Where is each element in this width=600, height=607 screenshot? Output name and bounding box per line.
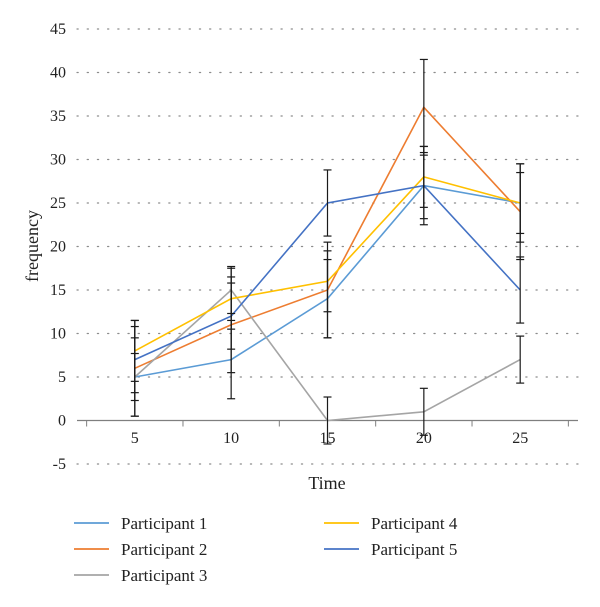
y-tick-label: 40 [50,65,66,82]
y-axis-title: frequency [22,210,42,282]
x-tick-label: 25 [512,430,528,447]
y-tick-label: 45 [50,21,66,38]
legend-label: Participant 3 [121,566,207,585]
legend-label: Participant 2 [121,540,207,559]
legend-label: Participant 5 [371,540,457,559]
y-tick-label: 10 [50,326,66,343]
x-axis-title: Time [308,473,345,493]
x-tick-label: 20 [416,430,432,447]
legend-item: Participant 4 [324,514,458,533]
y-tick-label: -5 [53,456,66,473]
x-tick-label: 5 [131,430,139,447]
legend-item: Participant 2 [74,540,207,559]
legend-label: Participant 1 [121,514,207,533]
y-tick-label: 35 [50,108,66,125]
x-tick-label: 10 [223,430,239,447]
y-tick-label: 25 [50,195,66,212]
legend-item: Participant 1 [74,514,207,533]
y-tick-label: 20 [50,239,66,256]
legend-item: Participant 3 [74,566,207,585]
legend: Participant 1 Participant 2 Participant 3 P… [74,514,458,585]
legend-label: Participant 4 [371,514,458,533]
y-tick-label: 15 [50,282,66,299]
error-bars [130,58,525,445]
y-tick-label: 0 [58,413,66,430]
y-tick-label: 30 [50,152,66,169]
legend-item: Participant 5 [324,540,457,559]
y-tick-label: 5 [58,369,66,386]
